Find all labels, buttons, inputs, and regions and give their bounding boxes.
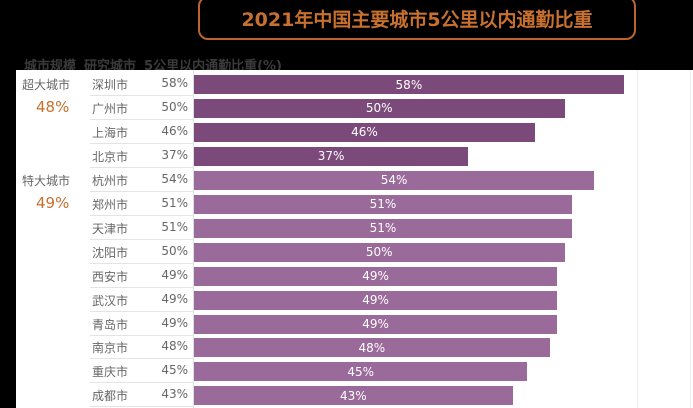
value-label: 50% — [161, 99, 188, 114]
row-divider — [90, 118, 194, 120]
bar: 50% — [194, 242, 565, 262]
bar-data-label: 51% — [369, 197, 397, 212]
value-label: 51% — [161, 219, 188, 234]
city-label: 西安市 — [92, 269, 129, 284]
value-label: 58% — [161, 76, 188, 90]
city-label: 上海市 — [92, 125, 129, 140]
chart-row: 北京市 37% 37% — [16, 144, 693, 168]
row-divider — [90, 406, 194, 408]
gridline — [690, 70, 691, 408]
bar: 58% — [194, 75, 624, 94]
row-divider — [90, 166, 194, 168]
row-divider — [90, 286, 194, 288]
value-label: 37% — [161, 147, 188, 162]
bar-data-label: 45% — [347, 364, 375, 379]
chart-row: 沈阳市 50% 50% — [16, 240, 693, 264]
chart-row: 天津市 51% 51% — [16, 216, 693, 240]
row-divider — [90, 142, 194, 144]
bar: 50% — [194, 98, 565, 118]
chart-row: 青岛市 49% 49% — [16, 312, 693, 336]
bar-data-label: 49% — [362, 317, 389, 331]
chart-row: 南京市 48% 48% — [16, 335, 693, 360]
value-label: 51% — [161, 195, 188, 210]
chart-row: 上海市 46% 46% — [16, 120, 693, 144]
bar: 45% — [194, 362, 528, 382]
chart-row: 西安市 49% 49% — [16, 264, 693, 288]
value-label: 45% — [161, 363, 188, 378]
group-average: 49% — [36, 193, 70, 212]
chart-row: 杭州市 54% 54% — [16, 168, 693, 192]
value-label: 49% — [161, 291, 188, 306]
city-label: 重庆市 — [92, 365, 129, 380]
chart-row: 重庆市 45% 45% — [16, 359, 693, 384]
value-label: 49% — [161, 267, 188, 282]
row-divider — [90, 190, 194, 192]
row-divider — [90, 382, 194, 384]
value-label: 43% — [161, 387, 188, 402]
group-label: 特大城市 — [22, 173, 71, 188]
bar: 49% — [194, 314, 558, 334]
city-label: 成都市 — [92, 389, 129, 404]
value-label: 46% — [161, 123, 188, 138]
bar: 51% — [194, 218, 572, 238]
row-divider — [90, 238, 194, 240]
city-label: 沈阳市 — [92, 245, 129, 260]
group-label: 超大城市 — [22, 78, 71, 92]
bar-data-label: 46% — [351, 125, 378, 140]
bar-data-label: 50% — [365, 101, 393, 116]
bar-data-label: 49% — [362, 269, 389, 284]
bar-data-label: 37% — [317, 149, 345, 164]
city-label: 天津市 — [92, 221, 129, 236]
city-label: 武汉市 — [92, 293, 129, 308]
bar-data-label: 48% — [358, 340, 386, 355]
row-divider — [90, 334, 194, 336]
row-divider — [90, 95, 194, 96]
chart-row: 广州市 50% 50% — [16, 96, 693, 120]
chart-panel: 超大城市 48% 深圳市 58% 58% 广州市 50% 50% 上海市 46% … — [16, 70, 693, 408]
city-label: 青岛市 — [92, 317, 129, 332]
bar-data-label: 50% — [365, 245, 393, 260]
gridline — [637, 70, 638, 408]
value-label: 48% — [161, 339, 188, 354]
bar-data-label: 58% — [395, 77, 423, 92]
row-divider — [90, 214, 194, 216]
bar: 46% — [194, 122, 535, 142]
bar-data-label: 51% — [369, 221, 397, 236]
chart-row: 武汉市 49% 49% — [16, 288, 693, 312]
city-label: 广州市 — [92, 101, 129, 116]
bar: 54% — [194, 170, 595, 190]
row-divider — [90, 358, 194, 360]
city-label: 杭州市 — [92, 173, 129, 188]
chart-row: 深圳市 58% 58% — [16, 72, 693, 96]
city-label: 深圳市 — [92, 78, 129, 92]
chart-row: 郑州市 51% 51% — [16, 192, 693, 216]
bar: 49% — [194, 290, 558, 310]
bar: 43% — [194, 386, 513, 406]
bar-data-label: 43% — [339, 388, 367, 403]
group-average: 48% — [36, 97, 70, 116]
bar: 49% — [194, 266, 558, 286]
city-label: 北京市 — [92, 149, 129, 164]
value-label: 54% — [161, 171, 188, 186]
row-divider — [90, 310, 194, 312]
bar-data-label: 54% — [380, 173, 408, 188]
row-divider — [90, 262, 194, 264]
bar: 37% — [194, 146, 469, 166]
city-label: 郑州市 — [92, 197, 129, 212]
chart-title: 2021年中国主要城市5公里以内通勤比重 — [198, 0, 636, 40]
bar-data-label: 49% — [362, 293, 389, 308]
value-label: 49% — [161, 315, 188, 330]
bar: 51% — [194, 194, 572, 214]
value-label: 50% — [161, 243, 188, 258]
city-label: 南京市 — [92, 341, 129, 356]
chart-row: 成都市 43% 43% — [16, 383, 693, 408]
bar: 48% — [194, 338, 550, 358]
